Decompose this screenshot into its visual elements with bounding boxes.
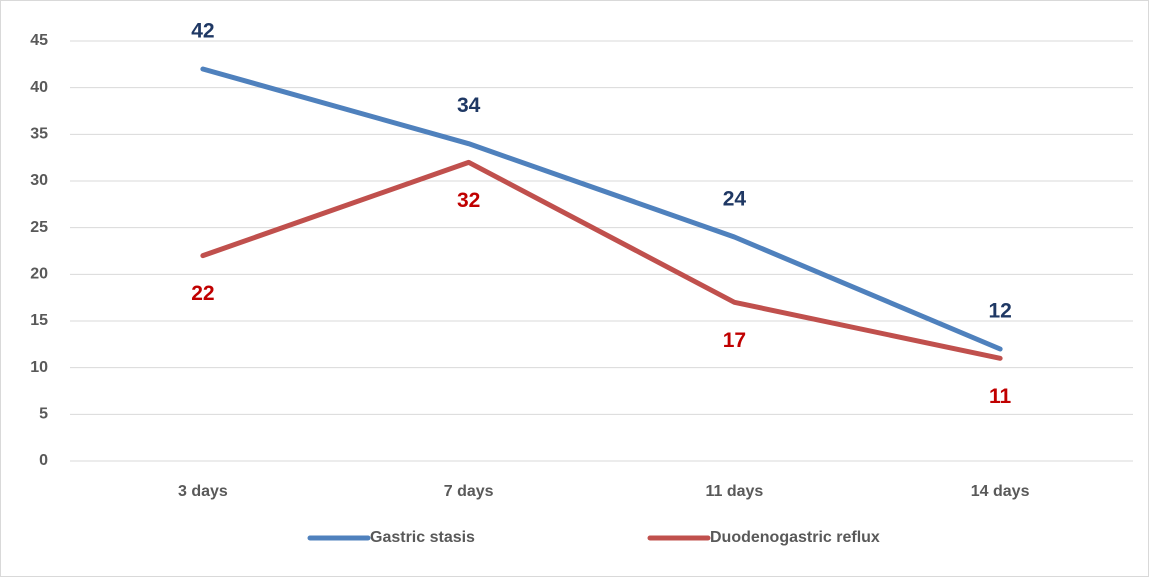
y-tick-label: 5 — [39, 406, 48, 423]
legend-label: Gastric stasis — [370, 529, 475, 546]
series-line — [200, 66, 1003, 352]
data-label: 32 — [457, 189, 480, 212]
data-label: 24 — [723, 188, 747, 211]
x-tick-label: 7 days — [444, 483, 494, 500]
x-tick-label: 14 days — [971, 483, 1030, 500]
x-tick-label: 11 days — [705, 483, 763, 500]
legend-label: Duodenogastric reflux — [710, 529, 880, 546]
data-label: 11 — [989, 385, 1012, 408]
data-label: 42 — [191, 20, 214, 43]
y-tick-label: 25 — [30, 219, 48, 236]
y-tick-label: 35 — [30, 126, 48, 143]
data-label: 17 — [723, 329, 746, 352]
data-label: 22 — [191, 282, 214, 305]
series-line — [200, 159, 1003, 361]
data-label: 34 — [457, 94, 481, 117]
y-tick-label: 15 — [30, 312, 48, 329]
x-tick-label: 3 days — [178, 483, 228, 500]
data-label: 12 — [988, 300, 1011, 323]
y-tick-label: 0 — [39, 452, 48, 469]
y-tick-label: 20 — [30, 266, 48, 283]
y-tick-label: 45 — [30, 32, 48, 49]
y-tick-label: 30 — [30, 172, 48, 189]
y-tick-label: 10 — [30, 359, 48, 376]
y-tick-label: 40 — [30, 79, 48, 96]
